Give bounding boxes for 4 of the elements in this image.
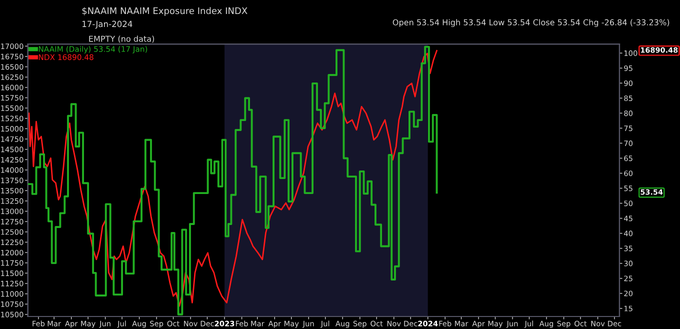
chart-title: $NAAIM NAAIM Exposure Index INDX (82, 7, 248, 16)
text: EMPTY (no data) (89, 36, 154, 43)
text: Open 53.54 High 53.54 Low 53.54 Close 53.54 Chg -26.84 (-33.23%) (392, 19, 670, 27)
chart-subtitle: 17-Jan-2024 (82, 20, 132, 29)
